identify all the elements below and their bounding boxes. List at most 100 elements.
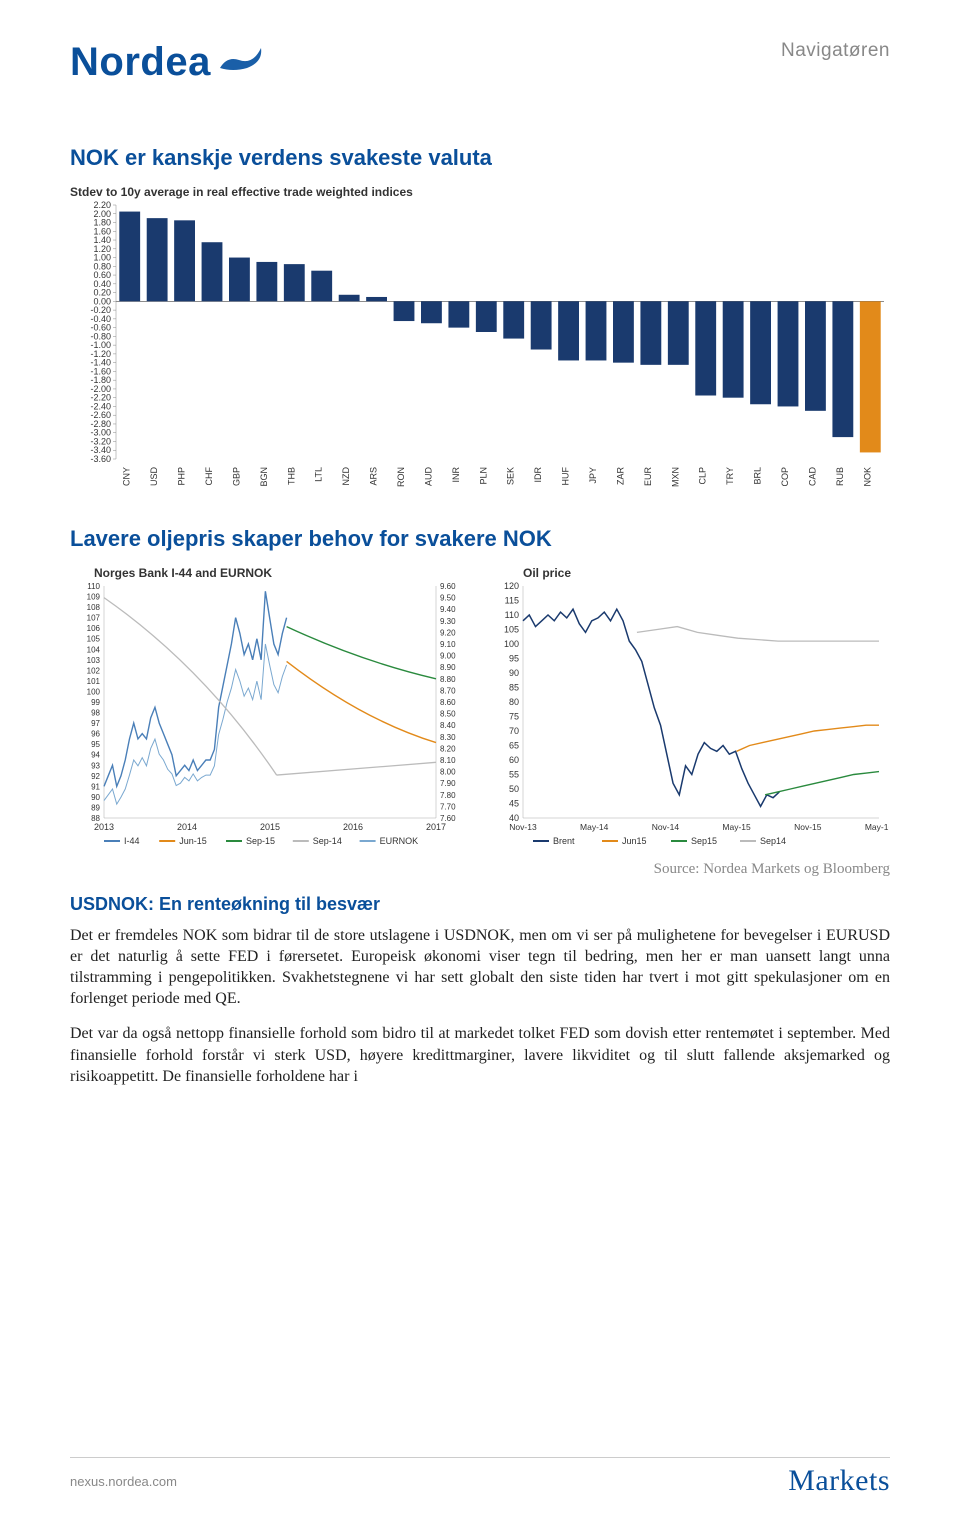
svg-text:75: 75 <box>509 712 519 722</box>
svg-text:110: 110 <box>87 582 100 591</box>
svg-text:9.30: 9.30 <box>440 617 456 626</box>
svg-text:8.00: 8.00 <box>440 768 456 777</box>
svg-text:NZD: NZD <box>341 467 351 486</box>
svg-text:7.70: 7.70 <box>440 802 456 811</box>
svg-text:115: 115 <box>505 596 519 606</box>
svg-text:NOK: NOK <box>862 467 872 487</box>
svg-text:BRL: BRL <box>753 467 763 485</box>
svg-text:8.10: 8.10 <box>440 756 456 765</box>
svg-text:101: 101 <box>87 677 101 686</box>
svg-text:95: 95 <box>91 740 100 749</box>
svg-text:IDR: IDR <box>533 467 543 483</box>
svg-text:80: 80 <box>509 697 519 707</box>
svg-text:May-15: May-15 <box>722 822 751 832</box>
logo: Nordea <box>70 40 890 85</box>
chart3-title: Oil price <box>523 566 890 580</box>
heading-1: NOK er kanskje verdens svakeste valuta <box>70 145 890 171</box>
svg-text:RON: RON <box>396 467 406 487</box>
chart3: 404550556065707580859095100105110115120N… <box>489 580 889 850</box>
svg-text:45: 45 <box>509 799 519 809</box>
paragraph-2: Det var da også nettopp finansielle forh… <box>70 1023 890 1086</box>
svg-text:ARS: ARS <box>369 467 379 486</box>
svg-text:USD: USD <box>149 467 159 487</box>
svg-text:8.30: 8.30 <box>440 733 456 742</box>
svg-text:Nov-14: Nov-14 <box>652 822 680 832</box>
svg-text:102: 102 <box>87 666 101 675</box>
svg-text:100: 100 <box>87 687 101 696</box>
svg-text:Brent: Brent <box>553 836 575 846</box>
svg-text:9.60: 9.60 <box>440 582 456 591</box>
footer-url: nexus.nordea.com <box>70 1474 177 1489</box>
svg-text:100: 100 <box>504 639 519 649</box>
svg-text:2.00: 2.00 <box>93 209 111 219</box>
svg-text:105: 105 <box>504 625 519 635</box>
svg-text:9.20: 9.20 <box>440 628 456 637</box>
svg-text:2014: 2014 <box>177 822 197 832</box>
svg-text:May-14: May-14 <box>580 822 609 832</box>
svg-text:103: 103 <box>87 656 101 665</box>
svg-text:Sep15: Sep15 <box>691 836 717 846</box>
svg-text:-0.40: -0.40 <box>90 314 111 324</box>
chart2: 8889909192939495969798991001011021031041… <box>70 580 470 850</box>
svg-text:EURNOK: EURNOK <box>380 836 419 846</box>
svg-text:-3.60: -3.60 <box>90 454 111 464</box>
svg-text:CLP: CLP <box>698 467 708 485</box>
svg-text:92: 92 <box>91 772 100 781</box>
svg-text:I-44: I-44 <box>124 836 140 846</box>
svg-text:0.20: 0.20 <box>93 288 111 298</box>
svg-text:-1.20: -1.20 <box>90 349 111 359</box>
svg-text:0.80: 0.80 <box>93 261 111 271</box>
svg-text:-1.60: -1.60 <box>90 366 111 376</box>
svg-text:1.40: 1.40 <box>93 235 111 245</box>
svg-text:INR: INR <box>451 467 461 483</box>
svg-text:Sep-15: Sep-15 <box>246 836 275 846</box>
svg-text:PLN: PLN <box>478 467 488 485</box>
svg-text:Jun15: Jun15 <box>622 836 647 846</box>
svg-text:106: 106 <box>87 624 101 633</box>
heading-2: Lavere oljepris skaper behov for svakere… <box>70 526 890 552</box>
svg-text:120: 120 <box>504 581 519 591</box>
svg-text:Nov-13: Nov-13 <box>509 822 537 832</box>
svg-text:0.40: 0.40 <box>93 279 111 289</box>
svg-text:HUF: HUF <box>561 467 571 486</box>
svg-text:8.20: 8.20 <box>440 744 456 753</box>
svg-text:May-16: May-16 <box>865 822 889 832</box>
svg-text:8.80: 8.80 <box>440 675 456 684</box>
svg-text:110: 110 <box>505 610 519 620</box>
svg-text:-2.00: -2.00 <box>90 384 111 394</box>
source-text: Source: Nordea Markets og Bloomberg <box>70 861 890 878</box>
svg-text:GBP: GBP <box>231 467 241 486</box>
svg-text:2.20: 2.20 <box>93 200 111 210</box>
svg-text:-3.40: -3.40 <box>90 445 111 455</box>
svg-text:RUB: RUB <box>835 467 845 486</box>
svg-text:107: 107 <box>87 614 101 623</box>
svg-text:70: 70 <box>509 726 519 736</box>
svg-text:1.60: 1.60 <box>93 226 111 236</box>
svg-text:1.20: 1.20 <box>93 244 111 254</box>
svg-text:85: 85 <box>509 683 519 693</box>
svg-text:8.90: 8.90 <box>440 663 456 672</box>
svg-text:-2.40: -2.40 <box>90 401 111 411</box>
svg-text:THB: THB <box>286 467 296 485</box>
svg-text:-2.80: -2.80 <box>90 419 111 429</box>
svg-text:8.60: 8.60 <box>440 698 456 707</box>
chart1: -3.60-3.40-3.20-3.00-2.80-2.60-2.40-2.20… <box>70 199 890 499</box>
svg-text:TRY: TRY <box>725 467 735 485</box>
footer-brand: Markets <box>788 1464 890 1498</box>
svg-text:109: 109 <box>87 593 101 602</box>
svg-text:PHP: PHP <box>177 467 187 486</box>
svg-text:7.80: 7.80 <box>440 791 456 800</box>
svg-text:-0.80: -0.80 <box>90 331 111 341</box>
svg-text:-2.60: -2.60 <box>90 410 111 420</box>
svg-text:99: 99 <box>91 698 100 707</box>
svg-text:105: 105 <box>87 635 101 644</box>
svg-text:104: 104 <box>87 645 101 654</box>
svg-text:9.00: 9.00 <box>440 652 456 661</box>
svg-text:9.10: 9.10 <box>440 640 456 649</box>
svg-text:2016: 2016 <box>343 822 363 832</box>
svg-text:LTL: LTL <box>314 467 324 482</box>
svg-text:95: 95 <box>509 654 519 664</box>
svg-text:-3.00: -3.00 <box>90 428 111 438</box>
svg-text:9.50: 9.50 <box>440 594 456 603</box>
svg-text:96: 96 <box>91 730 100 739</box>
